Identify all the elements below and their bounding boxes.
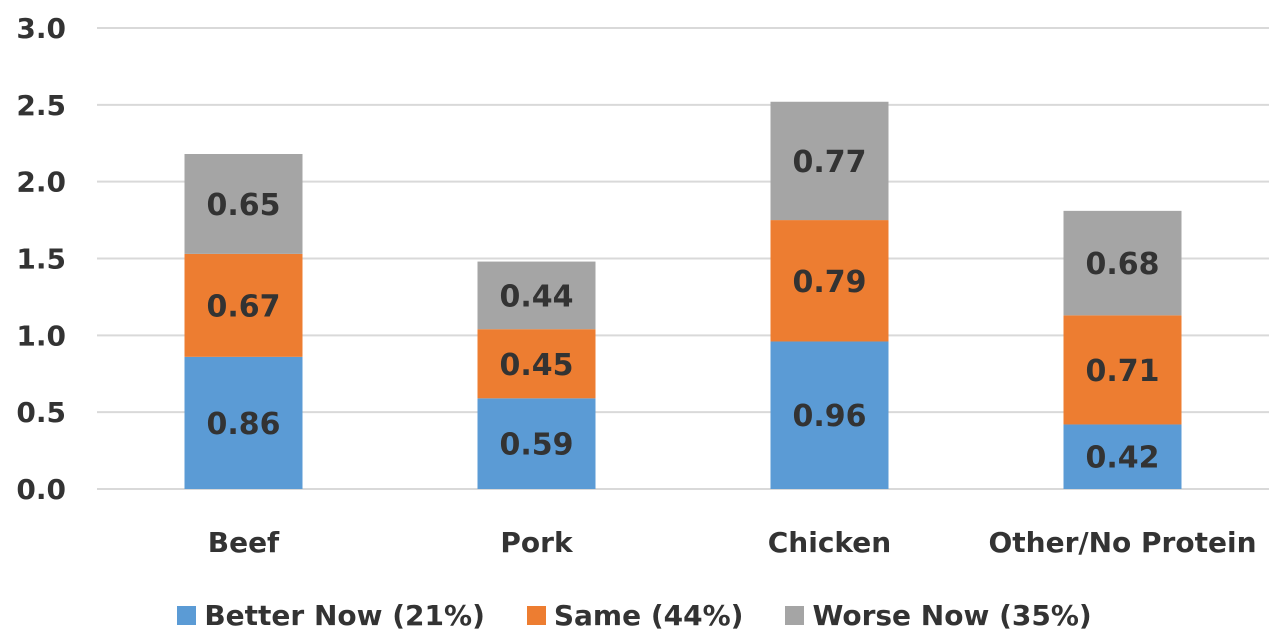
legend-swatch: [526, 605, 546, 625]
bar-segment: [184, 154, 303, 254]
category-label: Beef: [208, 526, 280, 559]
y-axis-tick-labels: 0.0 0.5 1.0 1.5 2.0 2.5 3.0: [16, 12, 66, 506]
legend-label: Same (44%): [553, 598, 744, 632]
data-label: 0.86: [206, 407, 280, 442]
y-tick-label: 1.5: [16, 243, 66, 276]
x-axis-category-labels: Beef Pork Chicken Other/No Protein: [208, 526, 1257, 559]
y-tick-label: 1.0: [16, 319, 66, 352]
y-tick-label: 0.5: [16, 396, 66, 429]
legend-item: Worse Now (35%): [785, 598, 1092, 632]
bar-segment: [1063, 315, 1182, 425]
data-label: 0.96: [792, 399, 866, 434]
bar-segment: [770, 220, 889, 342]
bar-segment: [770, 341, 889, 489]
legend-item: Better Now (21%): [177, 599, 485, 632]
category-label: Other/No Protein: [988, 526, 1256, 559]
stacked-bar-chart: 0.00.51.01.52.02.53.0 0.860.670.650.590.…: [16, 12, 1269, 559]
legend-label: Better Now (21%): [204, 598, 485, 632]
bar-segment: [477, 398, 596, 489]
data-label: 0.44: [499, 279, 573, 314]
bar-segment: [770, 101, 889, 221]
legend-swatch: [785, 605, 805, 625]
data-label: 0.45: [499, 348, 573, 383]
data-label: 0.42: [1085, 441, 1159, 476]
data-label: 0.65: [206, 188, 280, 223]
bar-segment: [1063, 424, 1182, 489]
y-tick-label: 2.0: [16, 166, 66, 199]
bar-segment: [477, 261, 596, 330]
data-label: 0.79: [792, 265, 866, 300]
data-label: 0.67: [206, 289, 280, 324]
y-tick-label: 3.0: [16, 12, 66, 45]
data-labels: 0.86 0.67 0.65 0.59 0.45 0.44 0.96 0.79 0.77 0.42…: [206, 145, 1159, 476]
y-tick-label: 2.5: [16, 89, 66, 122]
bar-segment: [1063, 210, 1182, 316]
category-label: Chicken: [768, 526, 891, 559]
legend-item: Same (44%): [526, 598, 744, 632]
legend-swatch: [177, 605, 197, 625]
data-label: 0.68: [1085, 247, 1159, 282]
data-label: 0.71: [1085, 354, 1159, 389]
y-tick-label: 0.0: [16, 473, 66, 506]
bar-segment: [184, 356, 303, 489]
data-label: 0.59: [499, 428, 573, 463]
bars: [184, 101, 1182, 489]
legend: Better Now (21%) Same (44%) Worse Now (35%…: [0, 596, 1269, 634]
legend-label: Worse Now (35%): [812, 598, 1092, 632]
data-label: 0.77: [792, 145, 866, 180]
bar-segment: [184, 253, 303, 357]
category-label: Pork: [500, 526, 574, 559]
bar-segment: [477, 329, 596, 399]
